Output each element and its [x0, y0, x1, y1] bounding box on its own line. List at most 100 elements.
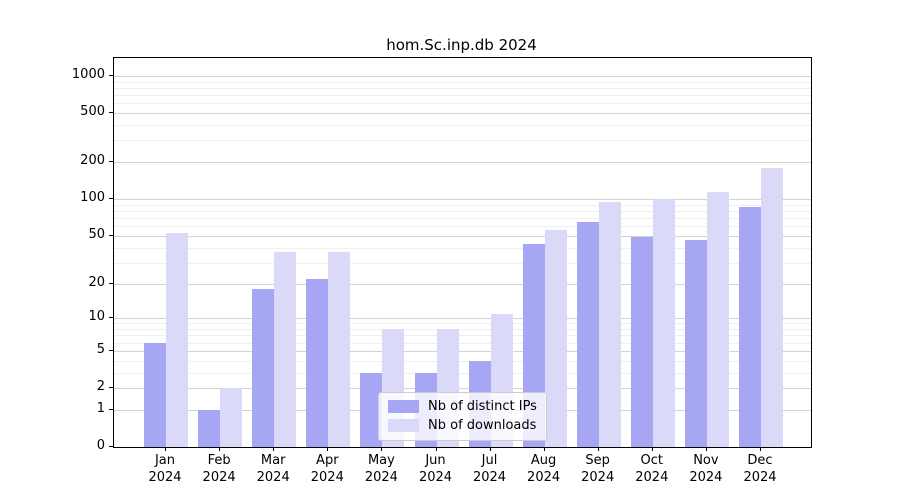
x-tick-feb [219, 447, 221, 451]
bar-distinct-ips-feb [198, 409, 221, 447]
y-tick-label-1: 1 [96, 400, 105, 416]
gridline-minor-70 [114, 218, 811, 219]
y-tick-label-0: 0 [96, 438, 105, 453]
bar-distinct-ips-apr [306, 278, 329, 447]
legend: Nb of distinct IPs Nb of downloads [378, 392, 547, 441]
y-tick-0 [109, 446, 113, 447]
legend-swatch-downloads [388, 419, 419, 432]
gridline-minor-9 [114, 323, 811, 325]
gridline-50 [114, 235, 811, 237]
gridline-minor-3 [114, 372, 811, 374]
gridline-5 [114, 350, 811, 352]
y-tick-label-100: 100 [80, 190, 105, 206]
bar-distinct-ips-mar [252, 288, 275, 447]
gridline-100 [114, 199, 811, 201]
x-tick-jun [435, 447, 437, 451]
gridline-200 [114, 162, 811, 164]
x-tick-label-feb: Feb 2024 [202, 453, 236, 485]
y-tick-label-5: 5 [96, 341, 105, 357]
bar-distinct-ips-nov [684, 240, 707, 447]
gridline-minor-4 [114, 360, 811, 362]
x-tick-label-oct: Oct 2024 [635, 453, 669, 485]
legend-label-distinct-ips: Nb of distinct IPs [428, 399, 537, 414]
y-tick-500 [109, 112, 113, 113]
x-tick-label-apr: Apr 2024 [310, 453, 344, 485]
x-tick-oct [651, 447, 653, 451]
x-tick-label-nov: Nov 2024 [689, 453, 723, 485]
gridline-2 [114, 388, 811, 389]
gridline-minor-700 [114, 95, 811, 96]
bar-downloads-sep [598, 202, 621, 447]
x-tick-label-sep: Sep 2024 [581, 453, 615, 485]
x-tick-label-dec: Dec 2024 [743, 453, 777, 485]
gridline-minor-900 [114, 81, 811, 83]
bar-downloads-apr [328, 251, 351, 447]
legend-label-downloads: Nb of downloads [428, 418, 537, 433]
bar-downloads-dec [761, 167, 783, 447]
gridline-minor-80 [114, 210, 811, 212]
x-tick-may [381, 447, 383, 451]
bar-downloads-feb [220, 388, 243, 447]
bar-distinct-ips-oct [630, 236, 653, 447]
y-tick-label-50: 50 [88, 226, 105, 242]
x-tick-jul [489, 447, 491, 451]
y-tick-100 [109, 198, 113, 200]
gridline-minor-6 [114, 342, 811, 344]
y-tick-label-2: 2 [96, 379, 105, 394]
gridline-minor-600 [114, 103, 811, 105]
y-tick-5 [109, 349, 113, 351]
y-tick-label-20: 20 [88, 274, 105, 290]
y-tick-20 [109, 282, 113, 284]
y-tick-label-1000: 1000 [71, 66, 105, 82]
legend-item-distinct-ips: Nb of distinct IPs [388, 397, 537, 416]
x-tick-nov [705, 447, 707, 451]
x-tick-sep [597, 447, 599, 451]
x-tick-label-jun: Jun 2024 [418, 453, 453, 485]
gridline-minor-60 [114, 226, 811, 228]
y-tick-50 [109, 234, 113, 236]
bar-distinct-ips-may [360, 372, 383, 447]
x-tick-label-mar: Mar 2024 [256, 453, 290, 485]
y-tick-10 [109, 317, 113, 319]
gridline-minor-800 [114, 87, 811, 89]
bar-distinct-ips-sep [576, 221, 599, 447]
gridline-minor-300 [114, 140, 811, 142]
y-tick-1 [109, 408, 113, 410]
gridline-500 [114, 113, 811, 114]
gridline-minor-8 [114, 329, 811, 330]
x-tick-aug [543, 447, 545, 451]
x-tick-mar [273, 447, 275, 451]
bar-downloads-jan [166, 232, 188, 447]
gridline-minor-7 [114, 335, 811, 337]
bar-downloads-nov [706, 191, 729, 447]
gridline-minor-40 [114, 247, 811, 249]
bar-downloads-mar [274, 251, 297, 447]
gridline-minor-400 [114, 125, 811, 126]
gridline-minor-90 [114, 204, 811, 206]
bar-distinct-ips-dec [739, 207, 761, 447]
gridline-1000 [114, 75, 811, 77]
gridline-minor-30 [114, 262, 811, 264]
x-tick-dec [760, 447, 761, 451]
y-tick-label-500: 500 [80, 104, 105, 119]
y-tick-1000 [109, 74, 113, 76]
gridline-20 [114, 283, 811, 285]
x-tick-label-aug: Aug 2024 [527, 453, 561, 485]
bar-distinct-ips-jan [144, 342, 166, 447]
legend-item-downloads: Nb of downloads [388, 416, 537, 435]
chart-title: hom.Sc.inp.db 2024 [386, 36, 537, 54]
plot-area [113, 57, 812, 448]
y-tick-label-200: 200 [80, 153, 105, 169]
y-tick-200 [109, 161, 113, 163]
x-tick-jan [165, 447, 166, 451]
x-tick-apr [327, 447, 329, 451]
y-tick-2 [109, 387, 113, 388]
gridline-10 [114, 318, 811, 320]
legend-swatch-distinct-ips [388, 400, 419, 413]
bar-downloads-aug [544, 229, 567, 447]
bar-downloads-oct [652, 199, 675, 447]
y-tick-label-10: 10 [88, 309, 105, 325]
x-tick-label-jul: Jul 2024 [472, 453, 507, 485]
x-tick-label-may: May 2024 [364, 453, 398, 485]
